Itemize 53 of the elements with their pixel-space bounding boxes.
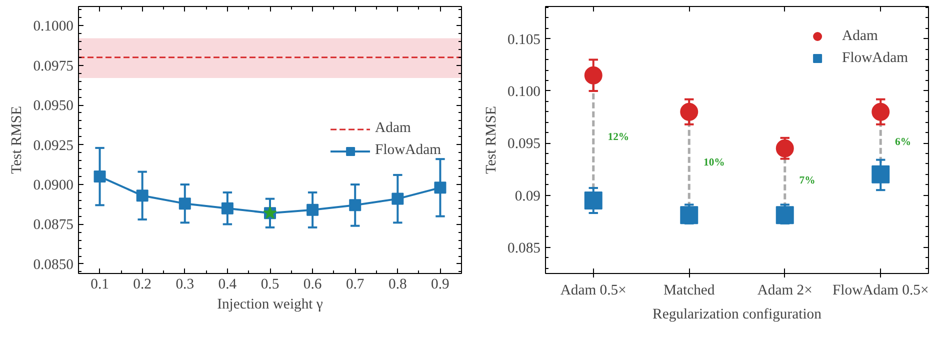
point (584, 191, 602, 210)
point (221, 202, 234, 214)
x-tick-label: 0.9 (431, 276, 450, 292)
point (94, 170, 106, 183)
y-tick-label: 0.0950 (33, 98, 74, 114)
x-tick-label: Adam 0.5× (560, 282, 626, 298)
point (680, 102, 698, 121)
y-tick-label: 0.1000 (33, 18, 74, 35)
y-tick-label: 0.100 (508, 84, 541, 100)
legend-label: FlowAdam (842, 50, 908, 66)
y-tick-label: 0.0850 (33, 256, 74, 273)
point (872, 102, 890, 121)
y-axis-title: Test RMSE (484, 106, 500, 174)
y-tick-label: 0.0925 (33, 138, 74, 154)
annotation: 7% (799, 176, 816, 187)
y-tick-label: 0.0875 (33, 217, 74, 234)
x-tick-label: 0.3 (176, 276, 194, 292)
x-tick-label: 0.8 (388, 276, 407, 292)
point (136, 190, 148, 202)
x-axis-title: Injection weight γ (217, 296, 324, 312)
point (434, 182, 446, 194)
x-tick-label: 0.5 (260, 276, 280, 292)
y-axis-title: Test RMSE (9, 106, 26, 174)
legend-label: Adam (842, 28, 878, 44)
y-tick-label: 0.0975 (33, 58, 74, 74)
point (392, 192, 404, 205)
legend-label: FlowAdam (375, 142, 441, 159)
y-tick-label: 0.09 (514, 188, 541, 204)
point (178, 198, 191, 210)
x-tick-label: Matched (663, 282, 716, 298)
x-tick-label: Adam 2× (757, 282, 812, 298)
y-tick-label: 0.085 (508, 240, 541, 256)
annotation: 12% (608, 132, 630, 143)
point (584, 66, 602, 84)
y-tick-label: 0.0900 (33, 178, 74, 194)
x-tick-label: 0.7 (346, 276, 364, 292)
point (872, 165, 890, 184)
y-tick-label: 0.095 (508, 136, 541, 152)
y-tick-label: 0.105 (508, 32, 541, 48)
point (306, 204, 319, 216)
x-axis-title: Regularization configuration (652, 306, 822, 322)
x-tick-label: 0.6 (303, 276, 322, 292)
point (680, 206, 698, 224)
point (776, 206, 794, 224)
annotation: 6% (894, 137, 911, 148)
legend-label: Adam (375, 120, 411, 137)
x-tick-label: 0.4 (218, 276, 238, 292)
annotation: 10% (703, 157, 725, 168)
point (776, 139, 794, 158)
x-tick-label: FlowAdam 0.5× (832, 282, 929, 298)
x-tick-label: 0.1 (90, 276, 109, 292)
x-tick-label: 0.2 (133, 276, 152, 292)
point (349, 199, 362, 212)
